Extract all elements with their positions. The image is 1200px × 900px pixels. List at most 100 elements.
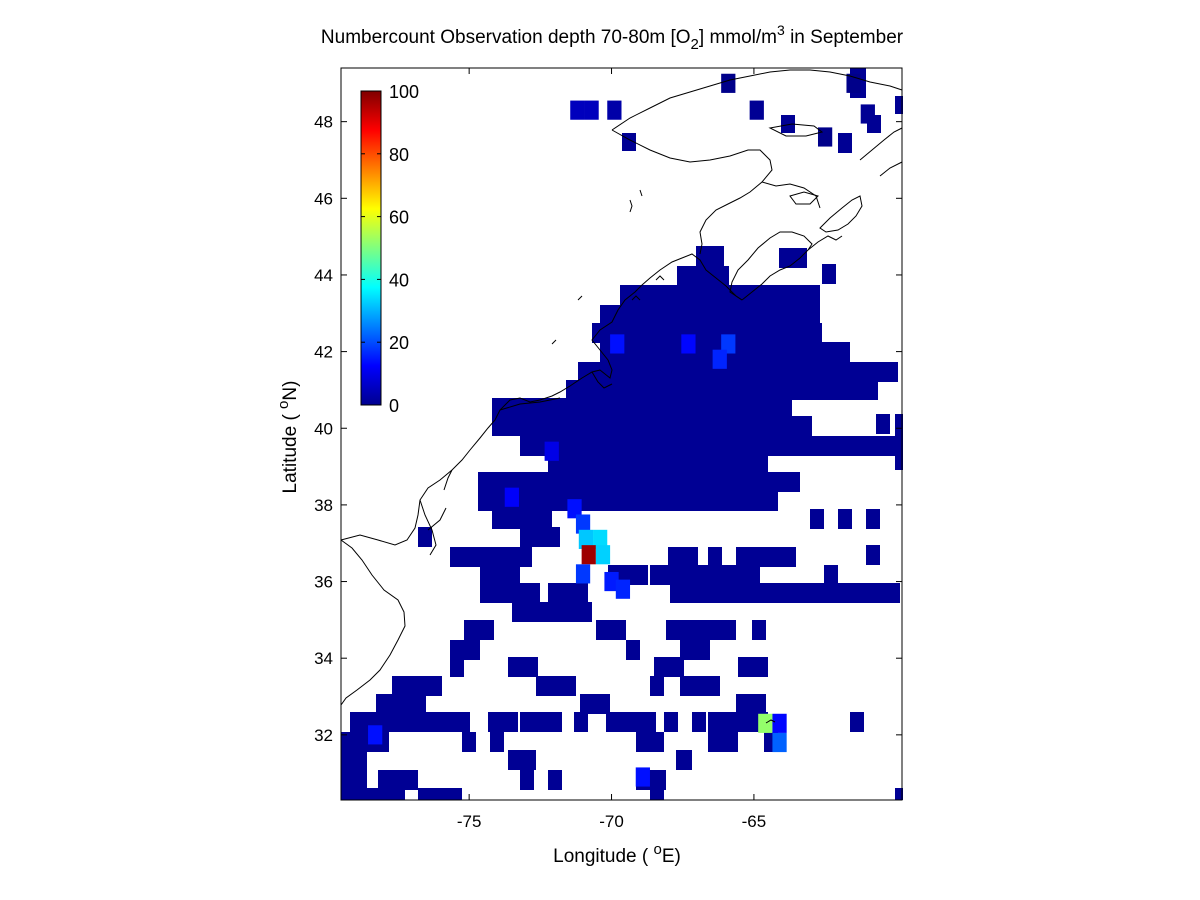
heatmap-cell-low	[341, 770, 367, 790]
heatmap-cell-low	[824, 565, 838, 585]
heatmap-cell-low	[566, 380, 878, 400]
x-tick-label: -70	[599, 812, 624, 831]
heatmap-cell-low	[696, 246, 724, 266]
heatmap-cell-low	[520, 527, 560, 547]
heatmap-cell	[581, 545, 596, 565]
heatmap-cell-low	[478, 472, 800, 492]
heatmap-cell-low	[464, 620, 494, 640]
heatmap-cell-low	[780, 436, 794, 456]
heatmap-cell-low	[490, 732, 504, 752]
heatmap-cell-low	[548, 712, 562, 732]
heatmap-cell-low	[596, 620, 626, 640]
heatmap-cell-low	[548, 583, 588, 603]
heatmap-cell-low	[520, 770, 534, 790]
colorbar-tick-label: 20	[389, 333, 409, 353]
heatmap-cell-low	[508, 657, 538, 677]
colorbar-tick-label: 0	[389, 396, 399, 416]
heatmap-cell-low	[876, 414, 890, 434]
heatmap-cell-low	[480, 565, 520, 585]
heatmap-cell-low	[548, 454, 768, 474]
heatmap-cell-low	[810, 509, 824, 529]
heatmap-cell-low	[838, 509, 852, 529]
heatmap-cell-low	[650, 788, 664, 800]
heatmap-cell-low	[508, 750, 536, 770]
y-axis-ticks: 32 34 36 38 40 42 44 46 48	[314, 113, 902, 745]
heatmap-cell-low	[478, 491, 778, 511]
heatmap-cell-low	[779, 248, 807, 268]
heatmap-cell-low	[650, 565, 760, 585]
heatmap-cell-low	[450, 640, 480, 660]
y-tick-label: 42	[314, 343, 333, 362]
y-tick-label: 34	[314, 649, 333, 668]
heatmap-cell	[584, 100, 599, 120]
heatmap-cell	[758, 713, 773, 733]
colorbar-gradient	[360, 90, 382, 406]
heatmap-cell	[615, 579, 631, 599]
heatmap-cell-low	[650, 676, 664, 696]
heatmap-cell	[578, 529, 594, 549]
colorbar-ticks: 0 20 40 60 80 100	[361, 82, 419, 416]
heatmap-cell-low	[574, 712, 588, 732]
y-tick-label: 36	[314, 573, 333, 592]
heatmap-cell-low	[668, 547, 698, 567]
heatmap-cell-low	[378, 770, 418, 790]
heatmap-cell-low	[654, 657, 684, 677]
heatmap-cell	[570, 100, 585, 120]
y-axis-label: Latitude ( oN)	[275, 381, 301, 494]
heatmap-cell-low	[866, 583, 880, 603]
heatmap-cell-low	[488, 712, 518, 732]
y-tick-label: 44	[314, 266, 333, 285]
heatmap-cell-low	[736, 694, 766, 714]
heatmap-cell-low	[866, 509, 880, 529]
heatmap-cell-low	[418, 527, 432, 547]
heatmap-cell-low	[895, 96, 903, 114]
heatmap-cell	[368, 725, 383, 745]
heatmap-cell-low	[341, 788, 405, 800]
heatmap-cell-low	[810, 436, 824, 456]
heatmap-cell	[721, 334, 736, 354]
heatmap-cell	[575, 514, 591, 534]
heatmap-cell	[567, 499, 582, 519]
colorbar-tick-label: 60	[389, 208, 409, 228]
heatmap-cell	[504, 487, 519, 507]
heatmap-cell-low	[708, 712, 768, 732]
heatmap-cell	[772, 713, 787, 733]
heatmap-cell-low	[680, 640, 710, 660]
heatmap-cell-low	[838, 133, 852, 153]
plot-frame	[340, 67, 903, 801]
heatmap-cell-low	[670, 583, 900, 603]
heatmap-cell-low	[895, 788, 903, 800]
coastline	[340, 69, 903, 724]
x-tick-label: -65	[742, 812, 767, 831]
heatmap-cell	[575, 564, 591, 584]
heatmap-cell-low	[822, 264, 836, 284]
heatmap-cell	[593, 529, 608, 549]
map-plot-area: -75 -70 -65 32 34 36 38 40 42 44 46 48	[314, 67, 903, 831]
heatmap-cell-low	[838, 583, 852, 603]
heatmap-cell-low	[606, 712, 656, 732]
y-tick-label: 38	[314, 496, 333, 515]
heatmap-cell-low	[580, 694, 610, 714]
y-tick-label: 32	[314, 726, 333, 745]
heatmap-cell-low	[866, 545, 880, 565]
heatmap-cell-low	[450, 547, 532, 567]
x-axis-label: Longitude ( oE)	[553, 841, 681, 867]
heatmap-cell	[681, 334, 696, 354]
y-tick-label: 40	[314, 419, 333, 438]
heatmap-cell	[635, 767, 650, 787]
heatmap-cell-low	[636, 732, 664, 752]
heatmap-cell-low	[462, 732, 476, 752]
heatmap-cell-low	[492, 509, 552, 529]
heatmap-cell-low	[664, 712, 678, 732]
heatmap-cell-low	[676, 750, 692, 770]
heatmap-cell-low	[708, 547, 722, 567]
heatmap-cell-low	[680, 676, 720, 696]
heatmap-cells	[341, 68, 903, 800]
heatmap-cell-low	[548, 770, 562, 790]
heatmap-cell	[604, 571, 619, 592]
heatmap-cell-low	[850, 712, 864, 732]
heatmap-cell-low	[666, 620, 736, 640]
heatmap-cell-low	[480, 583, 540, 603]
colorbar-tick-label: 40	[389, 270, 409, 290]
